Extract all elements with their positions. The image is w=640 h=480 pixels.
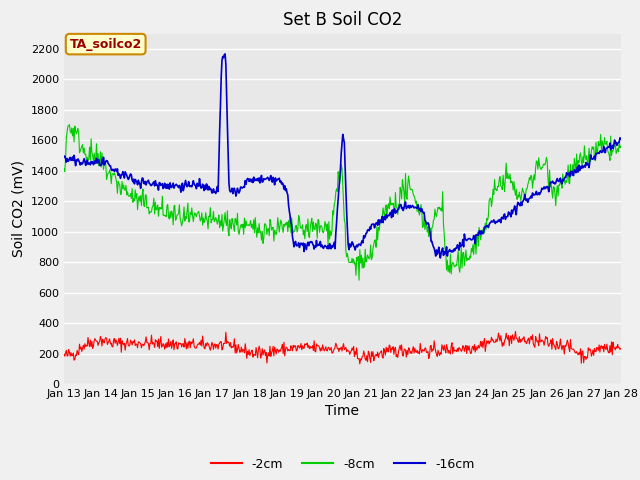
Title: Set B Soil CO2: Set B Soil CO2 [283, 11, 402, 29]
Y-axis label: Soil CO2 (mV): Soil CO2 (mV) [12, 160, 26, 257]
Legend: -2cm, -8cm, -16cm: -2cm, -8cm, -16cm [205, 453, 479, 476]
Text: TA_soilco2: TA_soilco2 [70, 37, 142, 50]
X-axis label: Time: Time [325, 405, 360, 419]
